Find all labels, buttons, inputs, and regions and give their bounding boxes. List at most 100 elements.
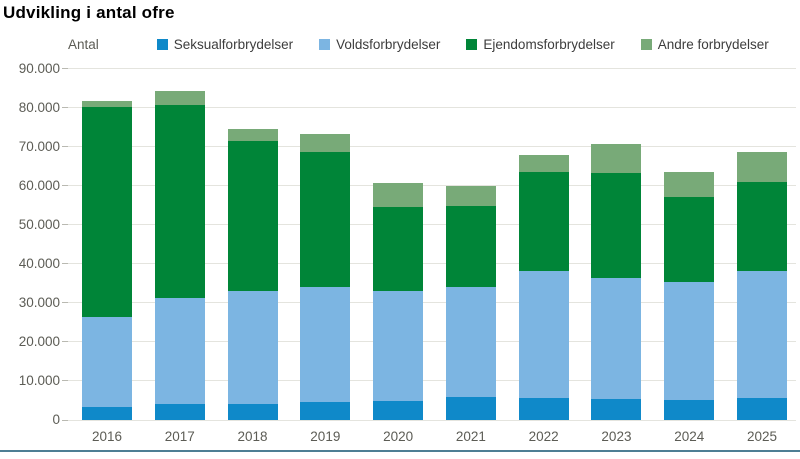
- bar-segment: [373, 401, 424, 420]
- gridline: [68, 302, 796, 303]
- y-axis-unit-label: Antal: [68, 37, 99, 52]
- bar-segment: [154, 404, 205, 420]
- y-tick-mark: [62, 341, 68, 342]
- gridline: [68, 263, 796, 264]
- bar-segment: [445, 206, 496, 288]
- bar-segment: [82, 316, 132, 407]
- y-tick-label: 10.000: [18, 373, 60, 388]
- x-axis-label: 2018: [237, 429, 268, 444]
- legend: Seksualforbrydelser Voldsforbrydelser Ejen…: [156, 37, 769, 52]
- gridline: [68, 380, 796, 381]
- y-tick-mark: [62, 107, 68, 108]
- bar-segment: [445, 287, 496, 398]
- bar-segment: [300, 402, 351, 420]
- bar-segment: [518, 271, 569, 399]
- bar-segment: [373, 290, 424, 402]
- bar-segment: [227, 128, 278, 141]
- y-tick-mark: [62, 68, 68, 69]
- y-tick-mark: [62, 420, 68, 421]
- x-axis-label: 2020: [383, 429, 414, 444]
- bar-segment: [737, 152, 788, 182]
- page-title: Udvikling i antal ofre: [3, 3, 175, 22]
- bar-segment: [300, 287, 351, 403]
- y-tick-label: 60.000: [18, 178, 60, 193]
- bar-2020: [373, 182, 424, 420]
- legend-row: Antal Seksualforbrydelser Voldsforbrydels…: [68, 37, 796, 52]
- bar-segment: [591, 277, 642, 399]
- bar-segment: [664, 171, 715, 197]
- bar-segment: [373, 182, 424, 208]
- legend-swatch-icon: [319, 39, 331, 50]
- bar-segment: [154, 297, 205, 405]
- bar-segment: [300, 134, 351, 153]
- gridline: [68, 185, 796, 186]
- bar-2019: [300, 134, 351, 420]
- bar-segment: [82, 406, 132, 420]
- bar-segment: [373, 207, 424, 291]
- bar-segment: [445, 397, 496, 420]
- y-tick-mark: [62, 263, 68, 264]
- bar-segment: [227, 140, 278, 291]
- bar-2022: [518, 154, 569, 420]
- x-axis-label: 2025: [746, 429, 778, 444]
- bottom-border-line: [0, 450, 800, 452]
- y-tick-label: 50.000: [18, 217, 60, 232]
- y-tick-label: 40.000: [18, 256, 60, 271]
- x-axis-label: 2017: [164, 429, 195, 444]
- bar-2024: [664, 171, 715, 420]
- y-tick-label: 0: [52, 412, 60, 427]
- y-tick-mark: [62, 224, 68, 225]
- bar-segment: [82, 101, 132, 107]
- bar-segment: [154, 90, 205, 105]
- bar-segment: [154, 104, 205, 298]
- x-axis-label: 2019: [310, 429, 341, 444]
- x-axis-label: 2021: [455, 429, 486, 444]
- bar-segment: [518, 398, 569, 420]
- y-tick-mark: [62, 146, 68, 147]
- y-tick-label: 30.000: [18, 295, 60, 310]
- legend-label: Ejendomsforbrydelser: [483, 37, 615, 52]
- legend-swatch-icon: [640, 39, 652, 50]
- gridline: [68, 107, 796, 108]
- bar-segment: [737, 397, 788, 420]
- bar-segment: [518, 154, 569, 173]
- bar-segment: [737, 181, 788, 272]
- plot-area: [62, 68, 796, 421]
- bar-segment: [300, 152, 351, 288]
- bar-segment: [82, 106, 132, 317]
- y-tick-label: 80.000: [18, 100, 60, 115]
- legend-item: Andre forbrydelser: [640, 37, 769, 52]
- y-tick-label: 70.000: [18, 139, 60, 154]
- bar-2016: [82, 101, 132, 420]
- bar-segment: [664, 399, 715, 420]
- legend-item: Voldsforbrydelser: [319, 37, 440, 52]
- bar-segment: [591, 143, 642, 173]
- baseline: [68, 420, 796, 421]
- bar-2021: [445, 186, 496, 420]
- bar-segment: [227, 290, 278, 404]
- legend-swatch-icon: [156, 39, 168, 50]
- bar-segment: [518, 172, 569, 272]
- x-axis-label: 2016: [91, 429, 123, 444]
- y-tick-mark: [62, 380, 68, 381]
- legend-item: Seksualforbrydelser: [156, 37, 294, 52]
- x-axis-label: 2023: [601, 429, 632, 444]
- bar-segment: [737, 271, 788, 398]
- bar-2018: [227, 128, 278, 420]
- legend-label: Andre forbrydelser: [657, 37, 769, 52]
- gridline: [68, 146, 796, 147]
- bar-segment: [664, 282, 715, 400]
- gridline: [68, 224, 796, 225]
- x-axis-label: 2022: [528, 429, 559, 444]
- bar-segment: [591, 172, 642, 278]
- legend-swatch-icon: [466, 39, 478, 50]
- bar-segment: [664, 196, 715, 283]
- legend-label: Seksualforbrydelser: [173, 37, 294, 52]
- bar-2023: [591, 143, 642, 420]
- bar-2025: [737, 152, 788, 420]
- bar-segment: [591, 398, 642, 420]
- y-tick-label: 20.000: [18, 334, 60, 349]
- legend-item: Ejendomsforbrydelser: [466, 37, 615, 52]
- x-axis-label: 2024: [674, 429, 705, 444]
